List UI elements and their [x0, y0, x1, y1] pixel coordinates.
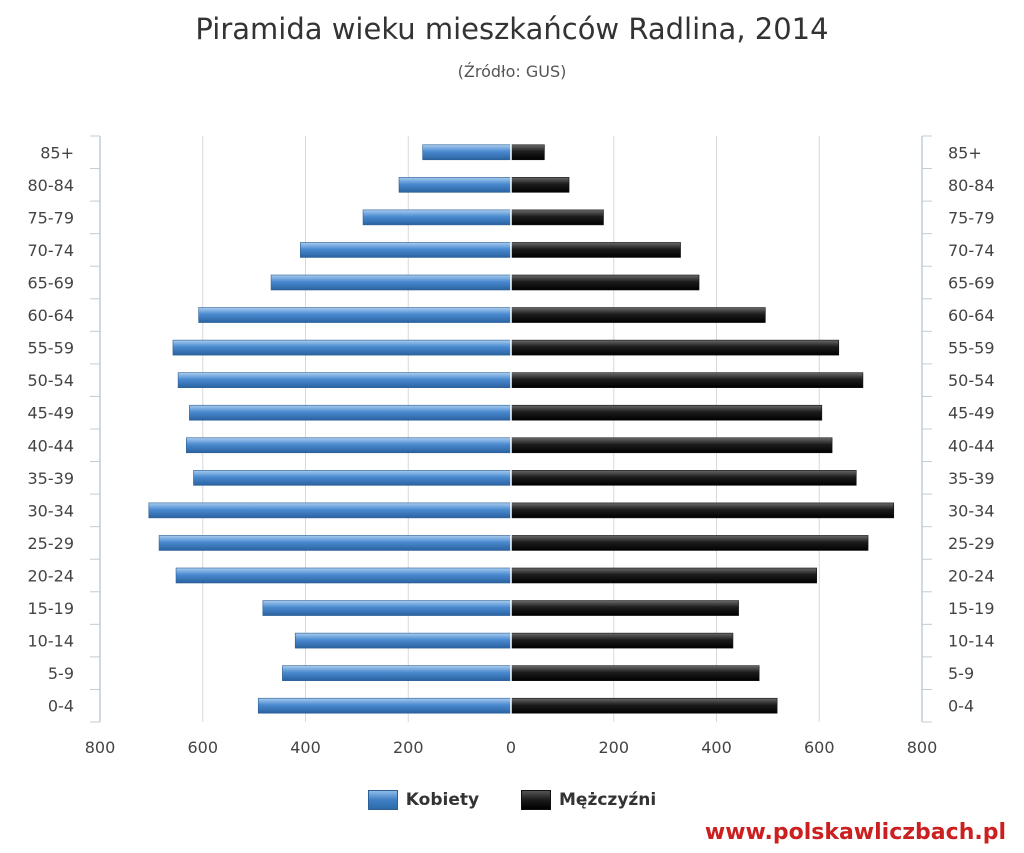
- category-label-left: 45-49: [28, 404, 75, 423]
- bar-women: [172, 339, 512, 356]
- category-label-left: 40-44: [28, 436, 75, 455]
- bar-men: [510, 535, 869, 551]
- category-label-right: 55-59: [948, 339, 995, 358]
- legend-item-women[interactable]: Kobiety: [367, 790, 480, 810]
- category-label-left: 15-19: [28, 599, 75, 618]
- x-tick-label: 600: [187, 738, 218, 757]
- bar-men: [510, 144, 545, 161]
- bar-men: [510, 242, 681, 258]
- bar-men: [510, 209, 604, 226]
- x-tick-label: 800: [907, 738, 938, 757]
- bar-men: [510, 567, 817, 584]
- category-label-left: 25-29: [28, 534, 75, 553]
- category-label-right: 60-64: [948, 306, 995, 325]
- bar-women: [193, 470, 512, 486]
- category-label-right: 40-44: [948, 436, 995, 455]
- bar-men: [510, 632, 734, 649]
- watermark-link[interactable]: www.polskawliczbach.pl: [704, 820, 1006, 845]
- bar-women: [362, 209, 512, 226]
- bar-men: [510, 437, 833, 454]
- bars-layer: [148, 136, 895, 722]
- category-label-left: 50-54: [28, 371, 75, 390]
- category-label-right: 25-29: [948, 534, 995, 553]
- x-tick-label: 600: [804, 738, 835, 757]
- category-label-left: 85+: [40, 143, 74, 162]
- bar-men: [510, 339, 840, 356]
- bar-women: [148, 502, 512, 519]
- category-label-right: 5-9: [948, 664, 974, 683]
- legend: Kobiety Mężczyźni: [0, 790, 1024, 815]
- category-label-left: 20-24: [28, 567, 75, 586]
- legend-swatch-men: [521, 790, 551, 810]
- bar-men: [510, 470, 857, 486]
- category-label-right: 85+: [948, 143, 982, 162]
- bar-women: [186, 437, 512, 454]
- category-label-left: 65-69: [28, 274, 75, 293]
- category-label-right: 20-24: [948, 567, 995, 586]
- x-tick-label: 800: [85, 738, 116, 757]
- legend-label-men: Mężczyźni: [559, 790, 657, 810]
- category-label-right: 75-79: [948, 208, 995, 227]
- category-label-right: 45-49: [948, 404, 995, 423]
- x-tick-label: 200: [393, 738, 424, 757]
- chart-title: Piramida wieku mieszkańców Radlina, 2014: [195, 12, 829, 46]
- bar-women: [300, 242, 512, 258]
- bar-women: [177, 372, 512, 388]
- bar-men: [510, 665, 760, 681]
- legend-label-women: Kobiety: [405, 790, 480, 810]
- bar-women: [175, 567, 512, 584]
- bar-women: [189, 404, 512, 421]
- category-label-right: 15-19: [948, 599, 995, 618]
- category-label-right: 50-54: [948, 371, 995, 390]
- bar-men: [510, 307, 766, 323]
- x-tick-label: 400: [290, 738, 321, 757]
- x-tick-label: 400: [701, 738, 732, 757]
- category-label-left: 5-9: [48, 664, 74, 683]
- labels-layer: 85+ 85+ 80-84 80-84 75-79 75-79 70-74 70-74 65-6…: [28, 143, 995, 757]
- category-label-left: 10-14: [28, 632, 75, 651]
- category-label-left: 70-74: [28, 241, 75, 260]
- bar-women: [158, 535, 512, 551]
- bar-women: [262, 600, 512, 616]
- bar-men: [510, 502, 895, 519]
- chart-subtitle: (Źródło: GUS): [457, 62, 567, 81]
- bar-women: [294, 632, 512, 649]
- bar-women: [422, 144, 512, 161]
- bar-women: [282, 665, 512, 681]
- category-label-right: 30-34: [948, 501, 995, 520]
- bar-women: [198, 307, 512, 323]
- category-label-left: 75-79: [28, 208, 75, 227]
- category-label-left: 80-84: [28, 176, 75, 195]
- axis-layer: [90, 135, 932, 723]
- bar-men: [510, 404, 823, 421]
- category-label-right: 35-39: [948, 469, 995, 488]
- bar-men: [510, 697, 778, 714]
- category-label-right: 70-74: [948, 241, 995, 260]
- category-label-right: 10-14: [948, 632, 995, 651]
- bar-women: [270, 274, 512, 291]
- pyramid-chart: 85+ 85+ 80-84 80-84 75-79 75-79 70-74 70-74 65-6…: [28, 135, 995, 757]
- x-tick-label: 0: [506, 738, 516, 757]
- x-tick-label: 200: [598, 738, 629, 757]
- bar-men: [510, 274, 700, 291]
- category-label-left: 55-59: [28, 339, 75, 358]
- category-label-right: 80-84: [948, 176, 995, 195]
- category-label-left: 60-64: [28, 306, 75, 325]
- category-label-left: 30-34: [28, 501, 75, 520]
- category-label-left: 35-39: [28, 469, 75, 488]
- bar-men: [510, 177, 570, 193]
- category-label-right: 0-4: [948, 697, 974, 716]
- bar-men: [510, 600, 739, 616]
- legend-swatch-women: [367, 790, 398, 810]
- bar-women: [257, 697, 512, 714]
- category-label-right: 65-69: [948, 274, 995, 293]
- category-label-left: 0-4: [48, 697, 74, 716]
- bar-men: [510, 372, 864, 388]
- bar-women: [398, 177, 512, 193]
- legend-item-men[interactable]: Mężczyźni: [521, 790, 656, 810]
